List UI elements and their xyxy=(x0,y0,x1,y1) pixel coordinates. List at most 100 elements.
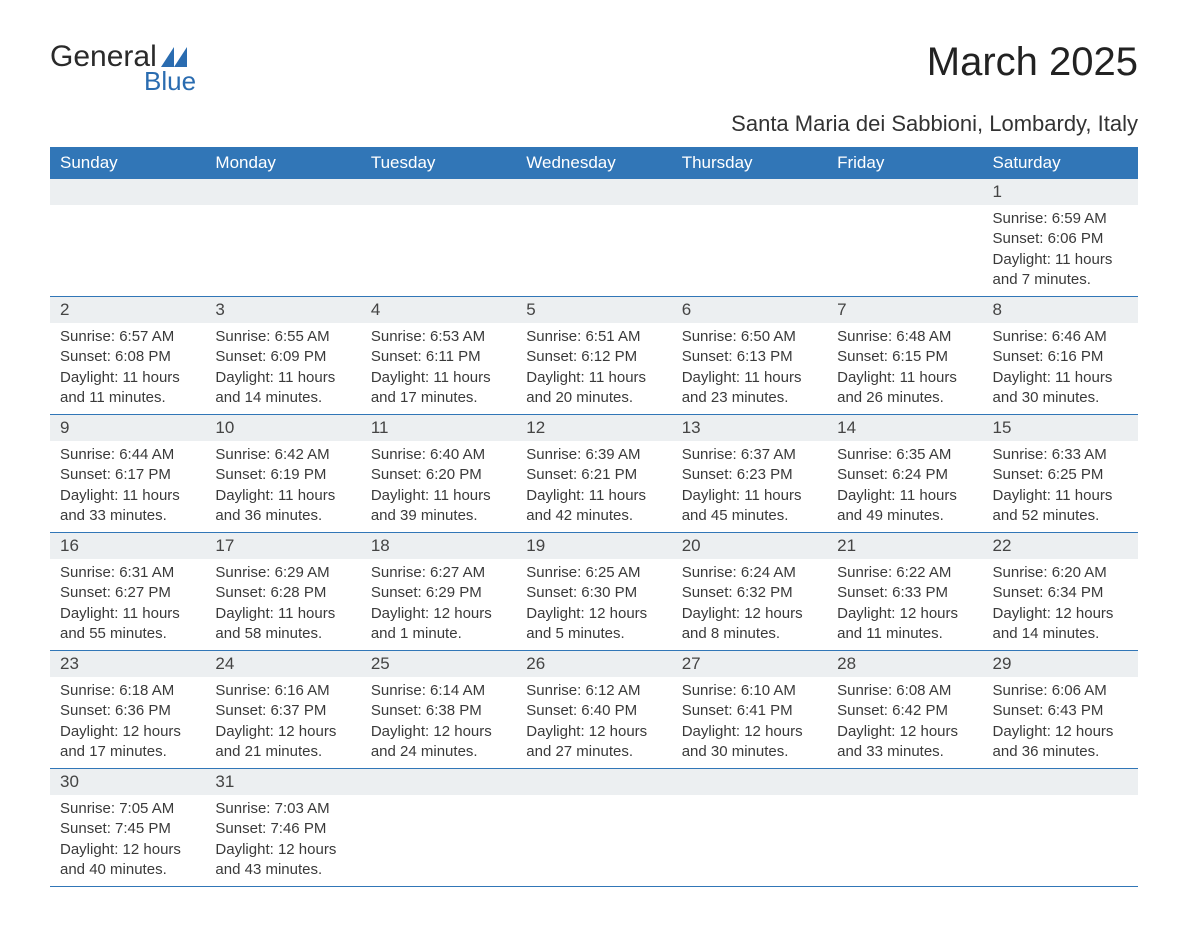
calendar-cell xyxy=(516,769,671,887)
daylight-line1: Daylight: 11 hours xyxy=(993,486,1128,506)
daylight-line1: Daylight: 11 hours xyxy=(993,368,1128,388)
sunset-text: Sunset: 6:24 PM xyxy=(837,465,972,485)
daylight-line2: and 27 minutes. xyxy=(526,742,661,762)
sunset-text: Sunset: 6:21 PM xyxy=(526,465,661,485)
day-details xyxy=(516,795,671,865)
day-number: 14 xyxy=(827,415,982,441)
sunrise-text: Sunrise: 6:20 AM xyxy=(993,563,1128,583)
calendar-cell xyxy=(672,769,827,887)
daylight-line2: and 30 minutes. xyxy=(993,388,1128,408)
calendar-cell: 12Sunrise: 6:39 AMSunset: 6:21 PMDayligh… xyxy=(516,415,671,533)
day-number: 11 xyxy=(361,415,516,441)
calendar-cell xyxy=(516,179,671,297)
daylight-line2: and 43 minutes. xyxy=(215,860,350,880)
sunrise-text: Sunrise: 6:24 AM xyxy=(682,563,817,583)
calendar-cell: 28Sunrise: 6:08 AMSunset: 6:42 PMDayligh… xyxy=(827,651,982,769)
day-number: 4 xyxy=(361,297,516,323)
sunset-text: Sunset: 6:09 PM xyxy=(215,347,350,367)
day-number: 17 xyxy=(205,533,360,559)
calendar-cell: 19Sunrise: 6:25 AMSunset: 6:30 PMDayligh… xyxy=(516,533,671,651)
daylight-line1: Daylight: 12 hours xyxy=(215,722,350,742)
day-details: Sunrise: 6:20 AMSunset: 6:34 PMDaylight:… xyxy=(983,559,1138,650)
sunrise-text: Sunrise: 6:35 AM xyxy=(837,445,972,465)
day-details: Sunrise: 6:40 AMSunset: 6:20 PMDaylight:… xyxy=(361,441,516,532)
daylight-line1: Daylight: 12 hours xyxy=(682,604,817,624)
day-details: Sunrise: 6:29 AMSunset: 6:28 PMDaylight:… xyxy=(205,559,360,650)
calendar-cell: 27Sunrise: 6:10 AMSunset: 6:41 PMDayligh… xyxy=(672,651,827,769)
sunrise-text: Sunrise: 6:18 AM xyxy=(60,681,195,701)
sunset-text: Sunset: 6:33 PM xyxy=(837,583,972,603)
day-details: Sunrise: 6:25 AMSunset: 6:30 PMDaylight:… xyxy=(516,559,671,650)
calendar-table: Sunday Monday Tuesday Wednesday Thursday… xyxy=(50,147,1138,887)
day-details: Sunrise: 6:14 AMSunset: 6:38 PMDaylight:… xyxy=(361,677,516,768)
sunset-text: Sunset: 6:37 PM xyxy=(215,701,350,721)
day-details xyxy=(361,205,516,275)
sunset-text: Sunset: 6:41 PM xyxy=(682,701,817,721)
daylight-line2: and 20 minutes. xyxy=(526,388,661,408)
daylight-line1: Daylight: 11 hours xyxy=(60,368,195,388)
day-number: 18 xyxy=(361,533,516,559)
daylight-line1: Daylight: 11 hours xyxy=(993,250,1128,270)
calendar-week: 16Sunrise: 6:31 AMSunset: 6:27 PMDayligh… xyxy=(50,533,1138,651)
daylight-line2: and 11 minutes. xyxy=(60,388,195,408)
day-number: 19 xyxy=(516,533,671,559)
day-details: Sunrise: 6:18 AMSunset: 6:36 PMDaylight:… xyxy=(50,677,205,768)
calendar-cell: 4Sunrise: 6:53 AMSunset: 6:11 PMDaylight… xyxy=(361,297,516,415)
daylight-line2: and 14 minutes. xyxy=(215,388,350,408)
calendar-cell xyxy=(827,769,982,887)
day-number: 2 xyxy=(50,297,205,323)
day-details xyxy=(672,795,827,865)
day-number: 13 xyxy=(672,415,827,441)
calendar-cell: 5Sunrise: 6:51 AMSunset: 6:12 PMDaylight… xyxy=(516,297,671,415)
daylight-line2: and 42 minutes. xyxy=(526,506,661,526)
sunrise-text: Sunrise: 6:55 AM xyxy=(215,327,350,347)
day-details: Sunrise: 6:10 AMSunset: 6:41 PMDaylight:… xyxy=(672,677,827,768)
daylight-line2: and 33 minutes. xyxy=(60,506,195,526)
day-number: 28 xyxy=(827,651,982,677)
day-details: Sunrise: 6:37 AMSunset: 6:23 PMDaylight:… xyxy=(672,441,827,532)
col-fri: Friday xyxy=(827,147,982,179)
daylight-line1: Daylight: 11 hours xyxy=(60,486,195,506)
day-details: Sunrise: 6:08 AMSunset: 6:42 PMDaylight:… xyxy=(827,677,982,768)
daylight-line2: and 17 minutes. xyxy=(60,742,195,762)
col-wed: Wednesday xyxy=(516,147,671,179)
calendar-cell: 3 Sunrise: 6:55 AMSunset: 6:09 PMDaylight… xyxy=(205,297,360,415)
day-number: 3 xyxy=(205,297,360,323)
day-details: Sunrise: 6:35 AMSunset: 6:24 PMDaylight:… xyxy=(827,441,982,532)
daylight-line1: Daylight: 11 hours xyxy=(371,368,506,388)
daylight-line1: Daylight: 11 hours xyxy=(215,368,350,388)
calendar-cell xyxy=(361,179,516,297)
sunrise-text: Sunrise: 6:12 AM xyxy=(526,681,661,701)
day-details: Sunrise: 6:50 AMSunset: 6:13 PMDaylight:… xyxy=(672,323,827,414)
calendar-cell xyxy=(50,179,205,297)
daylight-line1: Daylight: 12 hours xyxy=(993,722,1128,742)
day-details: Sunrise: 6:16 AMSunset: 6:37 PMDaylight:… xyxy=(205,677,360,768)
calendar-cell: 11Sunrise: 6:40 AMSunset: 6:20 PMDayligh… xyxy=(361,415,516,533)
daylight-line1: Daylight: 11 hours xyxy=(215,604,350,624)
day-details: Sunrise: 6:24 AMSunset: 6:32 PMDaylight:… xyxy=(672,559,827,650)
daylight-line2: and 7 minutes. xyxy=(993,270,1128,290)
calendar-cell: 9Sunrise: 6:44 AMSunset: 6:17 PMDaylight… xyxy=(50,415,205,533)
day-details: Sunrise: 6:59 AMSunset: 6:06 PMDaylight:… xyxy=(983,205,1138,296)
calendar-cell: 21Sunrise: 6:22 AMSunset: 6:33 PMDayligh… xyxy=(827,533,982,651)
calendar-cell: 17Sunrise: 6:29 AMSunset: 6:28 PMDayligh… xyxy=(205,533,360,651)
calendar-week: 23Sunrise: 6:18 AMSunset: 6:36 PMDayligh… xyxy=(50,651,1138,769)
calendar-cell: 14Sunrise: 6:35 AMSunset: 6:24 PMDayligh… xyxy=(827,415,982,533)
sunrise-text: Sunrise: 7:03 AM xyxy=(215,799,350,819)
calendar-cell: 22Sunrise: 6:20 AMSunset: 6:34 PMDayligh… xyxy=(983,533,1138,651)
day-details xyxy=(50,205,205,275)
day-details xyxy=(983,795,1138,865)
day-header-row: Sunday Monday Tuesday Wednesday Thursday… xyxy=(50,147,1138,179)
day-number: 22 xyxy=(983,533,1138,559)
sunrise-text: Sunrise: 6:53 AM xyxy=(371,327,506,347)
day-details: Sunrise: 7:05 AMSunset: 7:45 PMDaylight:… xyxy=(50,795,205,886)
day-number: 16 xyxy=(50,533,205,559)
sunrise-text: Sunrise: 6:59 AM xyxy=(993,209,1128,229)
day-details: Sunrise: 6:53 AMSunset: 6:11 PMDaylight:… xyxy=(361,323,516,414)
sunrise-text: Sunrise: 6:16 AM xyxy=(215,681,350,701)
daylight-line2: and 26 minutes. xyxy=(837,388,972,408)
sunset-text: Sunset: 6:29 PM xyxy=(371,583,506,603)
calendar-cell: 18Sunrise: 6:27 AMSunset: 6:29 PMDayligh… xyxy=(361,533,516,651)
daylight-line1: Daylight: 11 hours xyxy=(837,486,972,506)
daylight-line1: Daylight: 12 hours xyxy=(993,604,1128,624)
